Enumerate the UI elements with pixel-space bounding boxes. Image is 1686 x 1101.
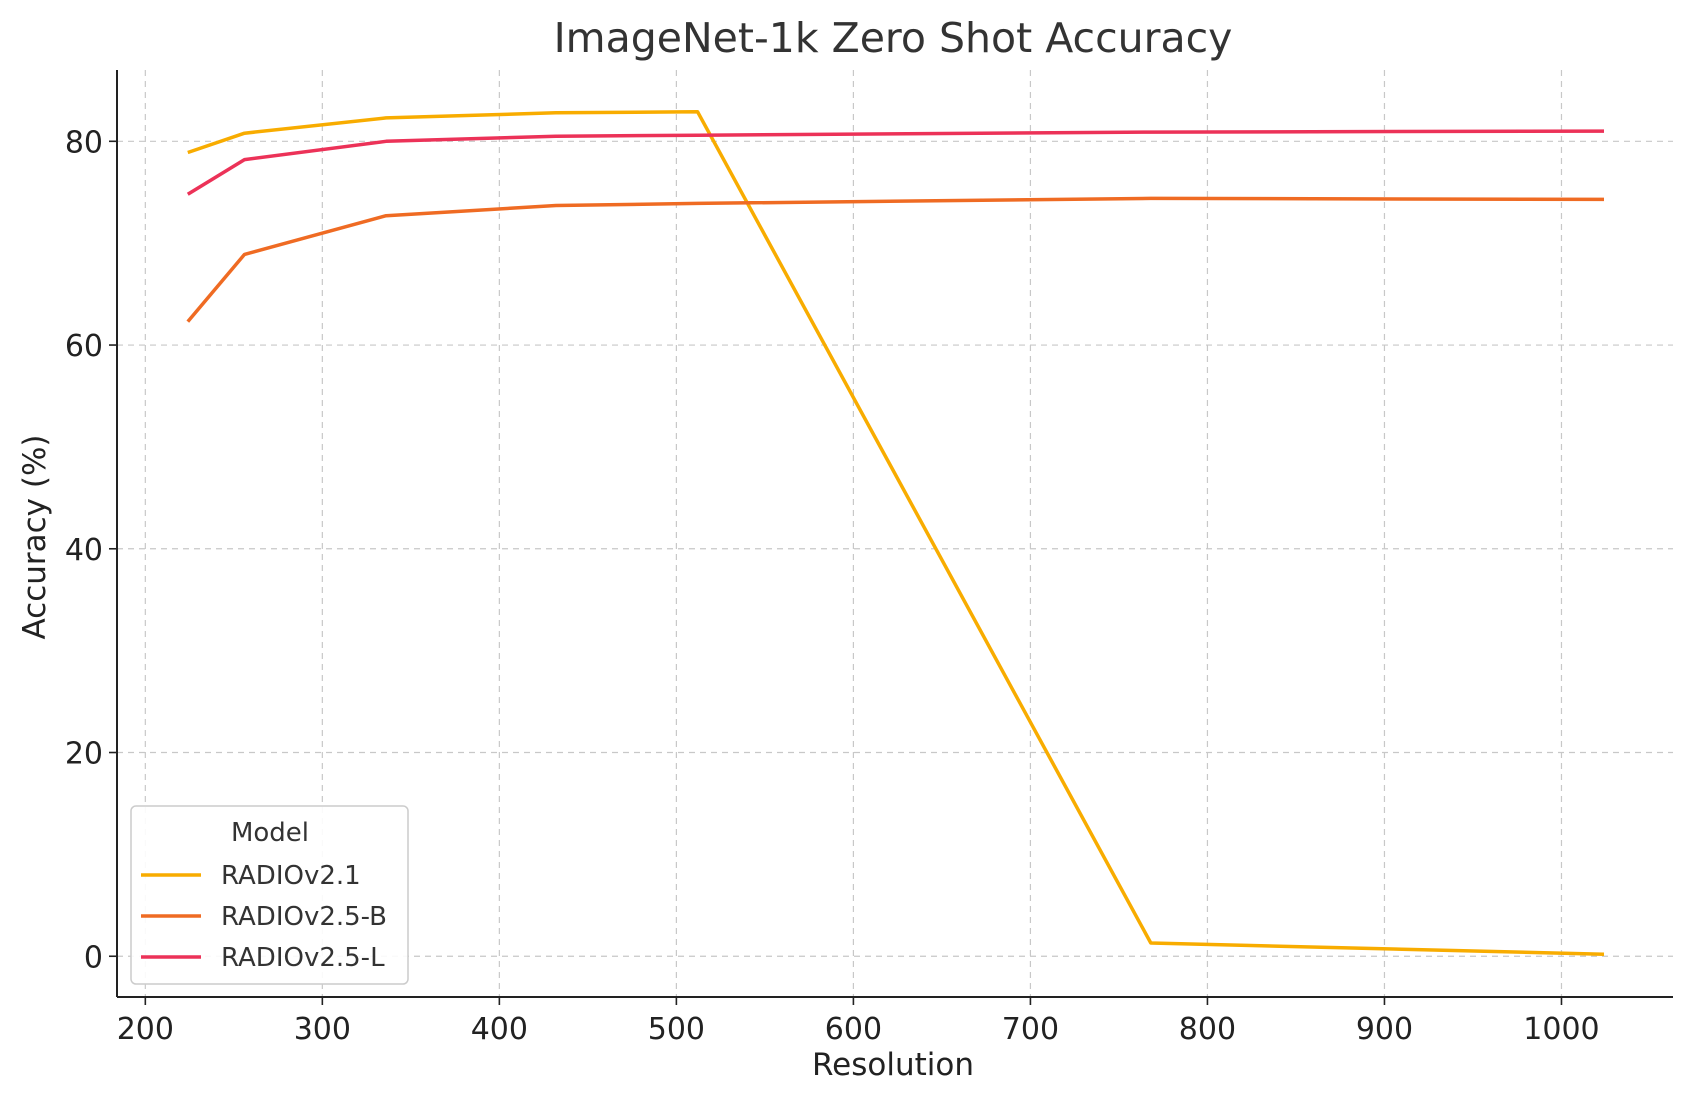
legend-entries: RADIOv2.1 RADIOv2.5-B RADIOv2.5-L: [141, 861, 387, 973]
series-line-radiov2-1: [187, 110, 1605, 956]
x-tick-label: 500: [648, 1012, 705, 1047]
y-axis-title: Accuracy (%): [17, 434, 53, 639]
legend-label-radiov2-1: RADIOv2.1: [221, 861, 361, 891]
legend-box: [130, 805, 409, 985]
chart-title: ImageNet-1k Zero Shot Accuracy: [554, 14, 1233, 62]
y-tick-label: 0: [84, 940, 103, 975]
legend: Model RADIOv2.1 RADIOv2.5-B RADIOv2.5-L: [130, 805, 409, 985]
x-tick-label: 700: [1002, 1012, 1059, 1047]
x-tick-label: 800: [1179, 1012, 1236, 1047]
x-tick-label: 600: [825, 1012, 882, 1047]
x-tick-label: 400: [471, 1012, 528, 1047]
x-tick-label: 200: [117, 1012, 174, 1047]
axes: [116, 70, 1673, 998]
series-line-radiov2-5-l: [186, 129, 1605, 196]
x-tick-label: 1000: [1523, 1012, 1599, 1047]
x-tick-label: 900: [1356, 1012, 1413, 1047]
x-tick-label: 300: [294, 1012, 351, 1047]
series-group: [186, 110, 1605, 956]
y-tick-label: 60: [65, 329, 103, 364]
y-tick-label: 40: [65, 533, 103, 568]
y-tick-label: 20: [65, 737, 103, 772]
series-line-radiov2-5-b: [186, 196, 1605, 323]
y-tick-label: 80: [65, 125, 103, 160]
legend-label-radiov2-5-b: RADIOv2.5-B: [221, 902, 387, 932]
x-axis-title: Resolution: [812, 1047, 974, 1083]
grid: [117, 70, 1673, 997]
y-axis-ticks: 0 20 40 60 80: [65, 125, 117, 975]
legend-title: Model: [231, 818, 309, 848]
legend-label-radiov2-5-l: RADIOv2.5-L: [221, 943, 385, 973]
x-axis-ticks: 200 300 400 500 600 700 800 900 1000: [117, 997, 1600, 1047]
